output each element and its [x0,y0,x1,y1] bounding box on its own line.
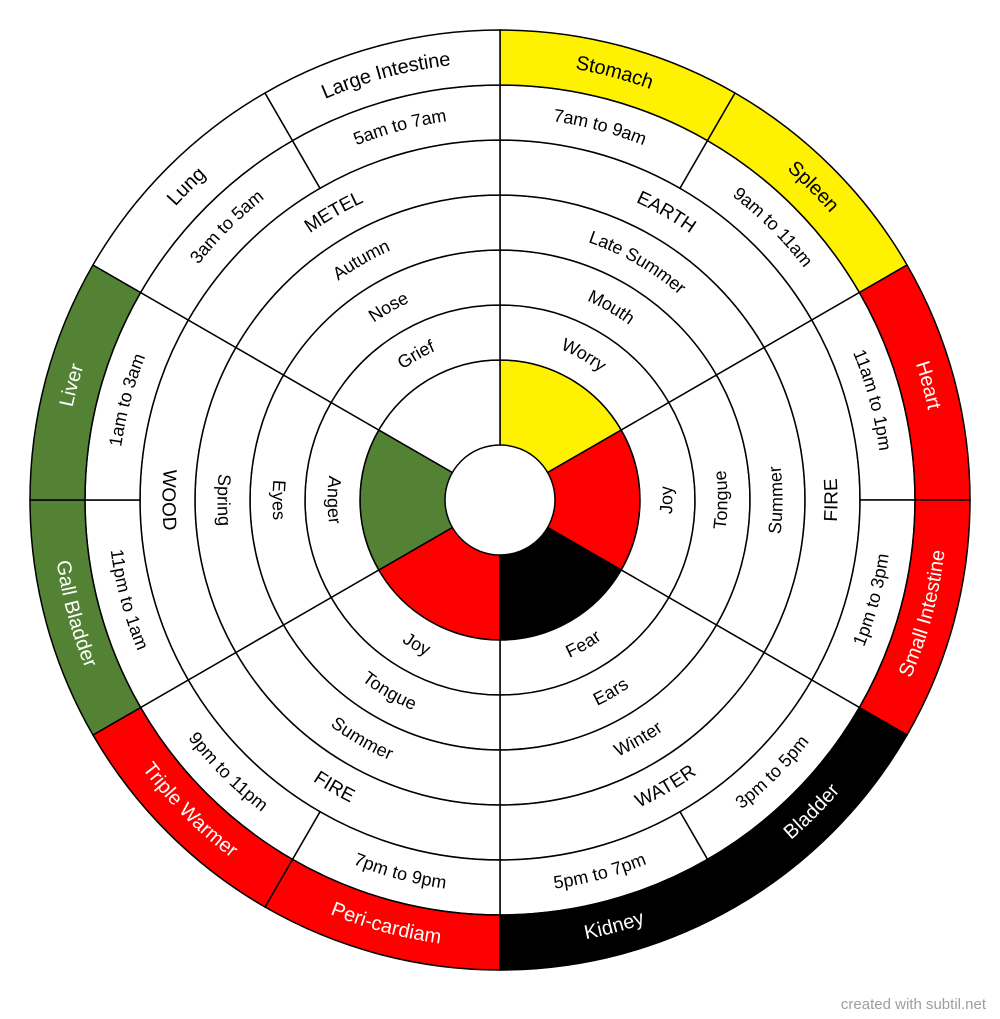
svg-text:Eyes: Eyes [269,479,290,520]
svg-text:WOOD: WOOD [157,469,179,532]
credit-text: created with subtil.net [841,996,986,1013]
meridian-wheel: WorryJoyFearJoyAngerGriefMouthTongueEars… [0,0,1000,1000]
svg-text:Anger: Anger [324,475,346,525]
svg-text:Tongue: Tongue [709,470,731,531]
svg-text:Spring: Spring [214,473,235,526]
svg-text:FIRE: FIRE [821,478,843,522]
svg-text:Summer: Summer [764,465,786,535]
svg-text:Joy: Joy [656,485,677,514]
